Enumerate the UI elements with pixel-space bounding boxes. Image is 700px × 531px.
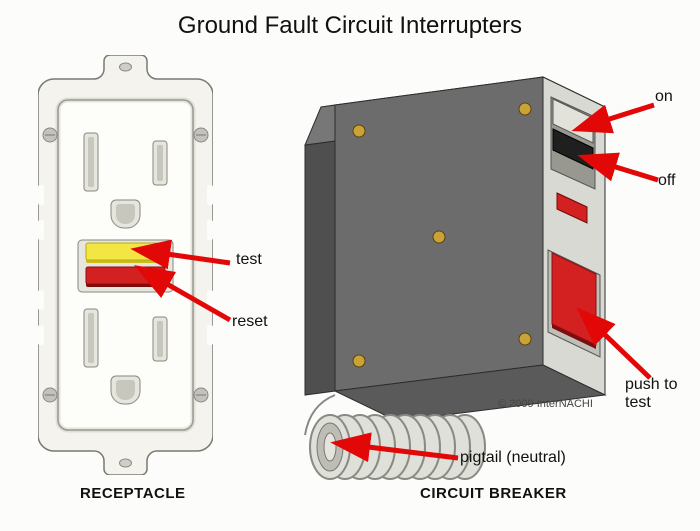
- label-off: off: [658, 172, 676, 190]
- arrow-test: [150, 248, 240, 278]
- label-reset: reset: [232, 313, 268, 331]
- page-title: Ground Fault Circuit Interrupters: [0, 12, 700, 40]
- arrow-pigtail: [348, 430, 468, 470]
- caption-breaker: CIRCUIT BREAKER: [420, 485, 567, 502]
- caption-receptacle: RECEPTACLE: [80, 485, 186, 502]
- arrow-reset: [150, 275, 240, 325]
- label-push-to-test: push to test: [625, 376, 677, 413]
- label-pigtail: pigtail (neutral): [460, 449, 566, 467]
- copyright: © 2009 InterNACHI: [498, 398, 593, 410]
- breaker-diagram: [295, 65, 615, 485]
- label-on: on: [655, 88, 673, 106]
- label-test: test: [236, 251, 262, 269]
